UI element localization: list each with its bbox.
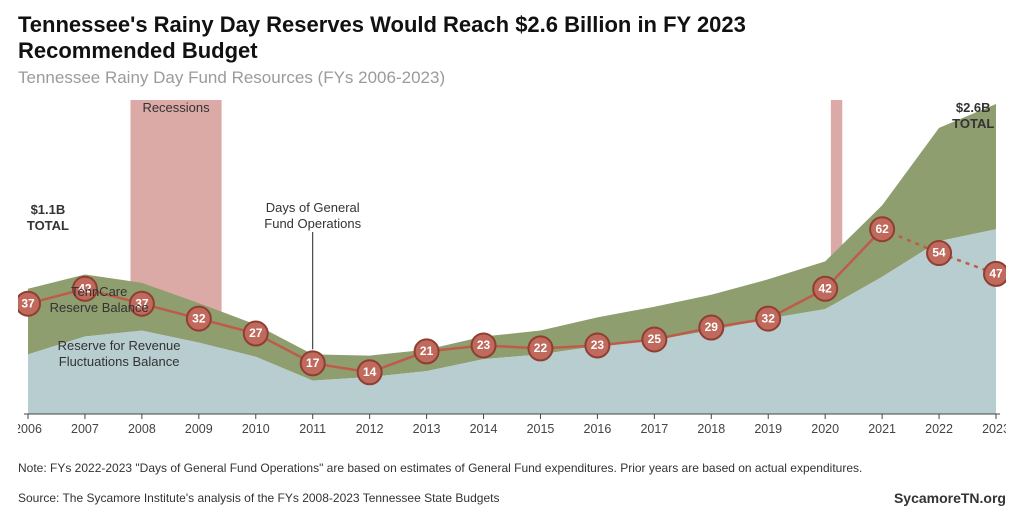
title-line-2: Recommended Budget [18,38,258,63]
x-tick-label: 2015 [527,422,555,436]
x-tick-label: 2009 [185,422,213,436]
days-value: 54 [932,246,946,260]
days-value: 23 [477,338,491,352]
svg-text:Reserve for Revenue: Reserve for Revenue [58,338,181,353]
x-tick-label: 2018 [697,422,725,436]
days-value: 22 [534,341,548,355]
days-value: 37 [21,296,35,310]
svg-text:Days of General: Days of General [266,200,360,215]
annotation: $2.6BTOTAL [952,100,994,131]
annotation: Reserve for RevenueFluctuations Balance [58,338,181,369]
x-tick-label: 2014 [470,422,498,436]
brand-label: SycamoreTN.org [894,490,1006,506]
annotation: Days of GeneralFund Operations [264,200,361,231]
svg-text:TOTAL: TOTAL [27,218,69,233]
reserves-chart: 2006 2007 2008 2009 2010 2011 2012 2013 2014 2015… [18,94,1006,448]
days-value: 42 [818,281,832,295]
footnote-note: Note: FYs 2022-2023 "Days of General Fun… [18,461,862,475]
days-value: 62 [875,222,889,236]
days-value: 23 [591,338,605,352]
days-value: 21 [420,344,434,358]
days-value: 47 [989,266,1003,280]
x-tick-label: 2022 [925,422,953,436]
x-tick-label: 2008 [128,422,156,436]
svg-text:TennCare: TennCare [71,284,127,299]
footer: Note: FYs 2022-2023 "Days of General Fun… [18,446,1006,506]
x-tick-label: 2006 [18,422,42,436]
days-value: 32 [762,311,776,325]
page-title: Tennessee's Rainy Day Reserves Would Rea… [18,12,1006,64]
x-tick-label: 2012 [356,422,384,436]
x-tick-label: 2021 [868,422,896,436]
days-value: 32 [192,311,206,325]
x-tick-label: 2007 [71,422,99,436]
svg-text:Fund Operations: Fund Operations [264,216,361,231]
x-tick-label: 2023 [982,422,1006,436]
annotation: $1.1BTOTAL [27,202,69,233]
svg-text:Reserve Balance: Reserve Balance [50,300,149,315]
svg-text:Fluctuations Balance: Fluctuations Balance [59,354,180,369]
svg-text:$1.1B: $1.1B [31,202,66,217]
x-tick-label: 2017 [640,422,668,436]
x-tick-label: 2011 [299,422,326,436]
days-value: 29 [705,320,719,334]
x-tick-label: 2016 [584,422,612,436]
x-tick-label: 2013 [413,422,441,436]
x-tick-label: 2020 [811,422,839,436]
title-line-1: Tennessee's Rainy Day Reserves Would Rea… [18,12,746,37]
days-value: 17 [306,356,320,370]
days-value: 25 [648,332,662,346]
days-value: 14 [363,365,377,379]
svg-text:$2.6B: $2.6B [956,100,991,115]
footnote-source: Source: The Sycamore Institute's analysi… [18,491,499,505]
days-value: 27 [249,326,263,340]
chart-svg: 2006 2007 2008 2009 2010 2011 2012 2013 2014 2015… [18,94,1006,448]
svg-text:TOTAL: TOTAL [952,116,994,131]
x-tick-label: 2019 [754,422,782,436]
page-subtitle: Tennessee Rainy Day Fund Resources (FYs … [18,68,1006,88]
recessions-label: Recessions [142,100,210,115]
x-tick-label: 2010 [242,422,270,436]
